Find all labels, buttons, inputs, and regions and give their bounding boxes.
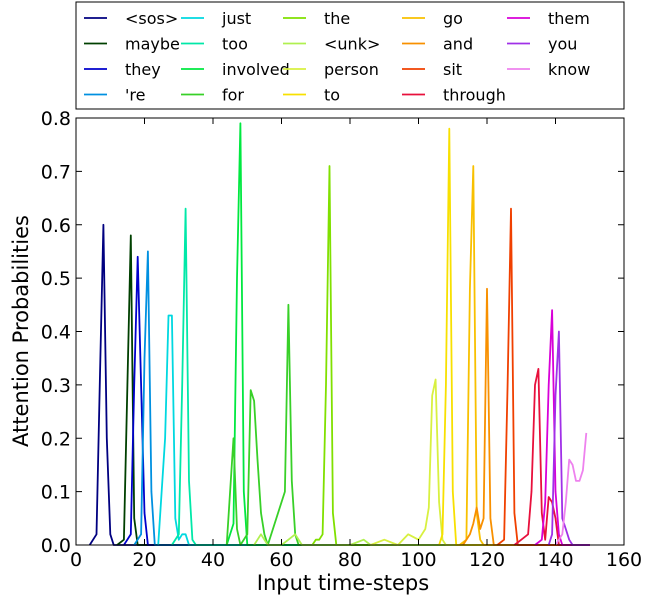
series-line-3: [133, 250, 590, 546]
y-tick-label: 0.6: [41, 215, 71, 237]
series-line-17: [547, 330, 590, 546]
x-tick-label: 100: [400, 549, 436, 571]
legend-label-18: know: [548, 60, 590, 79]
legend: <sos> maybe they 're just too involved for the <u…: [75, 1, 625, 110]
legend-label-3: 're: [125, 86, 145, 105]
legend-label-4: just: [221, 9, 251, 28]
x-tick-label: 120: [469, 549, 505, 571]
x-tick-label: 60: [269, 549, 293, 571]
series-line-5: [171, 207, 590, 546]
x-tick-label: 80: [338, 549, 362, 571]
legend-label-7: for: [222, 86, 244, 105]
y-tick-label: 0.0: [41, 535, 71, 557]
x-axis-label: Input time-steps: [257, 571, 429, 595]
series-line-0: [88, 223, 590, 546]
series-lines: [88, 122, 590, 546]
series-line-8: [311, 165, 590, 546]
x-tick-label: 20: [132, 549, 156, 571]
y-tick-label: 0.7: [41, 161, 71, 183]
y-tick-label: 0.5: [41, 268, 71, 290]
legend-label-9: <unk>: [324, 35, 380, 54]
series-line-4: [157, 314, 590, 546]
series-line-2: [123, 255, 590, 546]
legend-label-0: <sos>: [125, 9, 178, 28]
legend-label-11: to: [324, 86, 340, 105]
axes: 0 20 40 60 80 100 120 140 160 0.0 0.1 0.2 0.3 0.4 0.5 0…: [41, 108, 642, 571]
y-axis-label: Attention Probabilities: [9, 215, 33, 447]
legend-label-1: maybe: [125, 35, 180, 54]
legend-label-16: them: [548, 9, 590, 28]
series-line-14: [496, 207, 590, 546]
y-tick-label: 0.2: [41, 428, 71, 450]
series-line-7: [225, 303, 590, 546]
y-tick-label: 0.1: [41, 482, 71, 504]
y-tick-label: 0.4: [41, 322, 71, 344]
series-line-12: [459, 165, 590, 546]
legend-label-15: through: [443, 86, 506, 105]
legend-label-13: and: [443, 35, 473, 54]
legend-label-17: you: [548, 35, 577, 54]
series-line-18: [554, 432, 588, 546]
legend-label-5: too: [222, 35, 248, 54]
legend-label-12: go: [443, 9, 463, 28]
series-line-9: [253, 533, 590, 546]
x-tick-label: 40: [201, 549, 225, 571]
series-line-6: [225, 122, 590, 546]
y-tick-label: 0.3: [41, 375, 71, 397]
legend-label-6: involved: [222, 60, 290, 79]
series-line-15: [513, 367, 590, 546]
legend-label-10: person: [324, 60, 379, 79]
legend-label-2: they: [125, 60, 161, 79]
legend-box: [75, 1, 625, 110]
series-line-13: [462, 287, 590, 546]
legend-label-14: sit: [443, 60, 462, 79]
x-tick-label: 160: [606, 549, 642, 571]
series-line-16: [534, 309, 590, 546]
x-tick-label: 0: [70, 549, 82, 571]
y-tick-label: 0.8: [41, 108, 71, 130]
x-tick-label: 140: [537, 549, 573, 571]
legend-label-8: the: [324, 9, 350, 28]
